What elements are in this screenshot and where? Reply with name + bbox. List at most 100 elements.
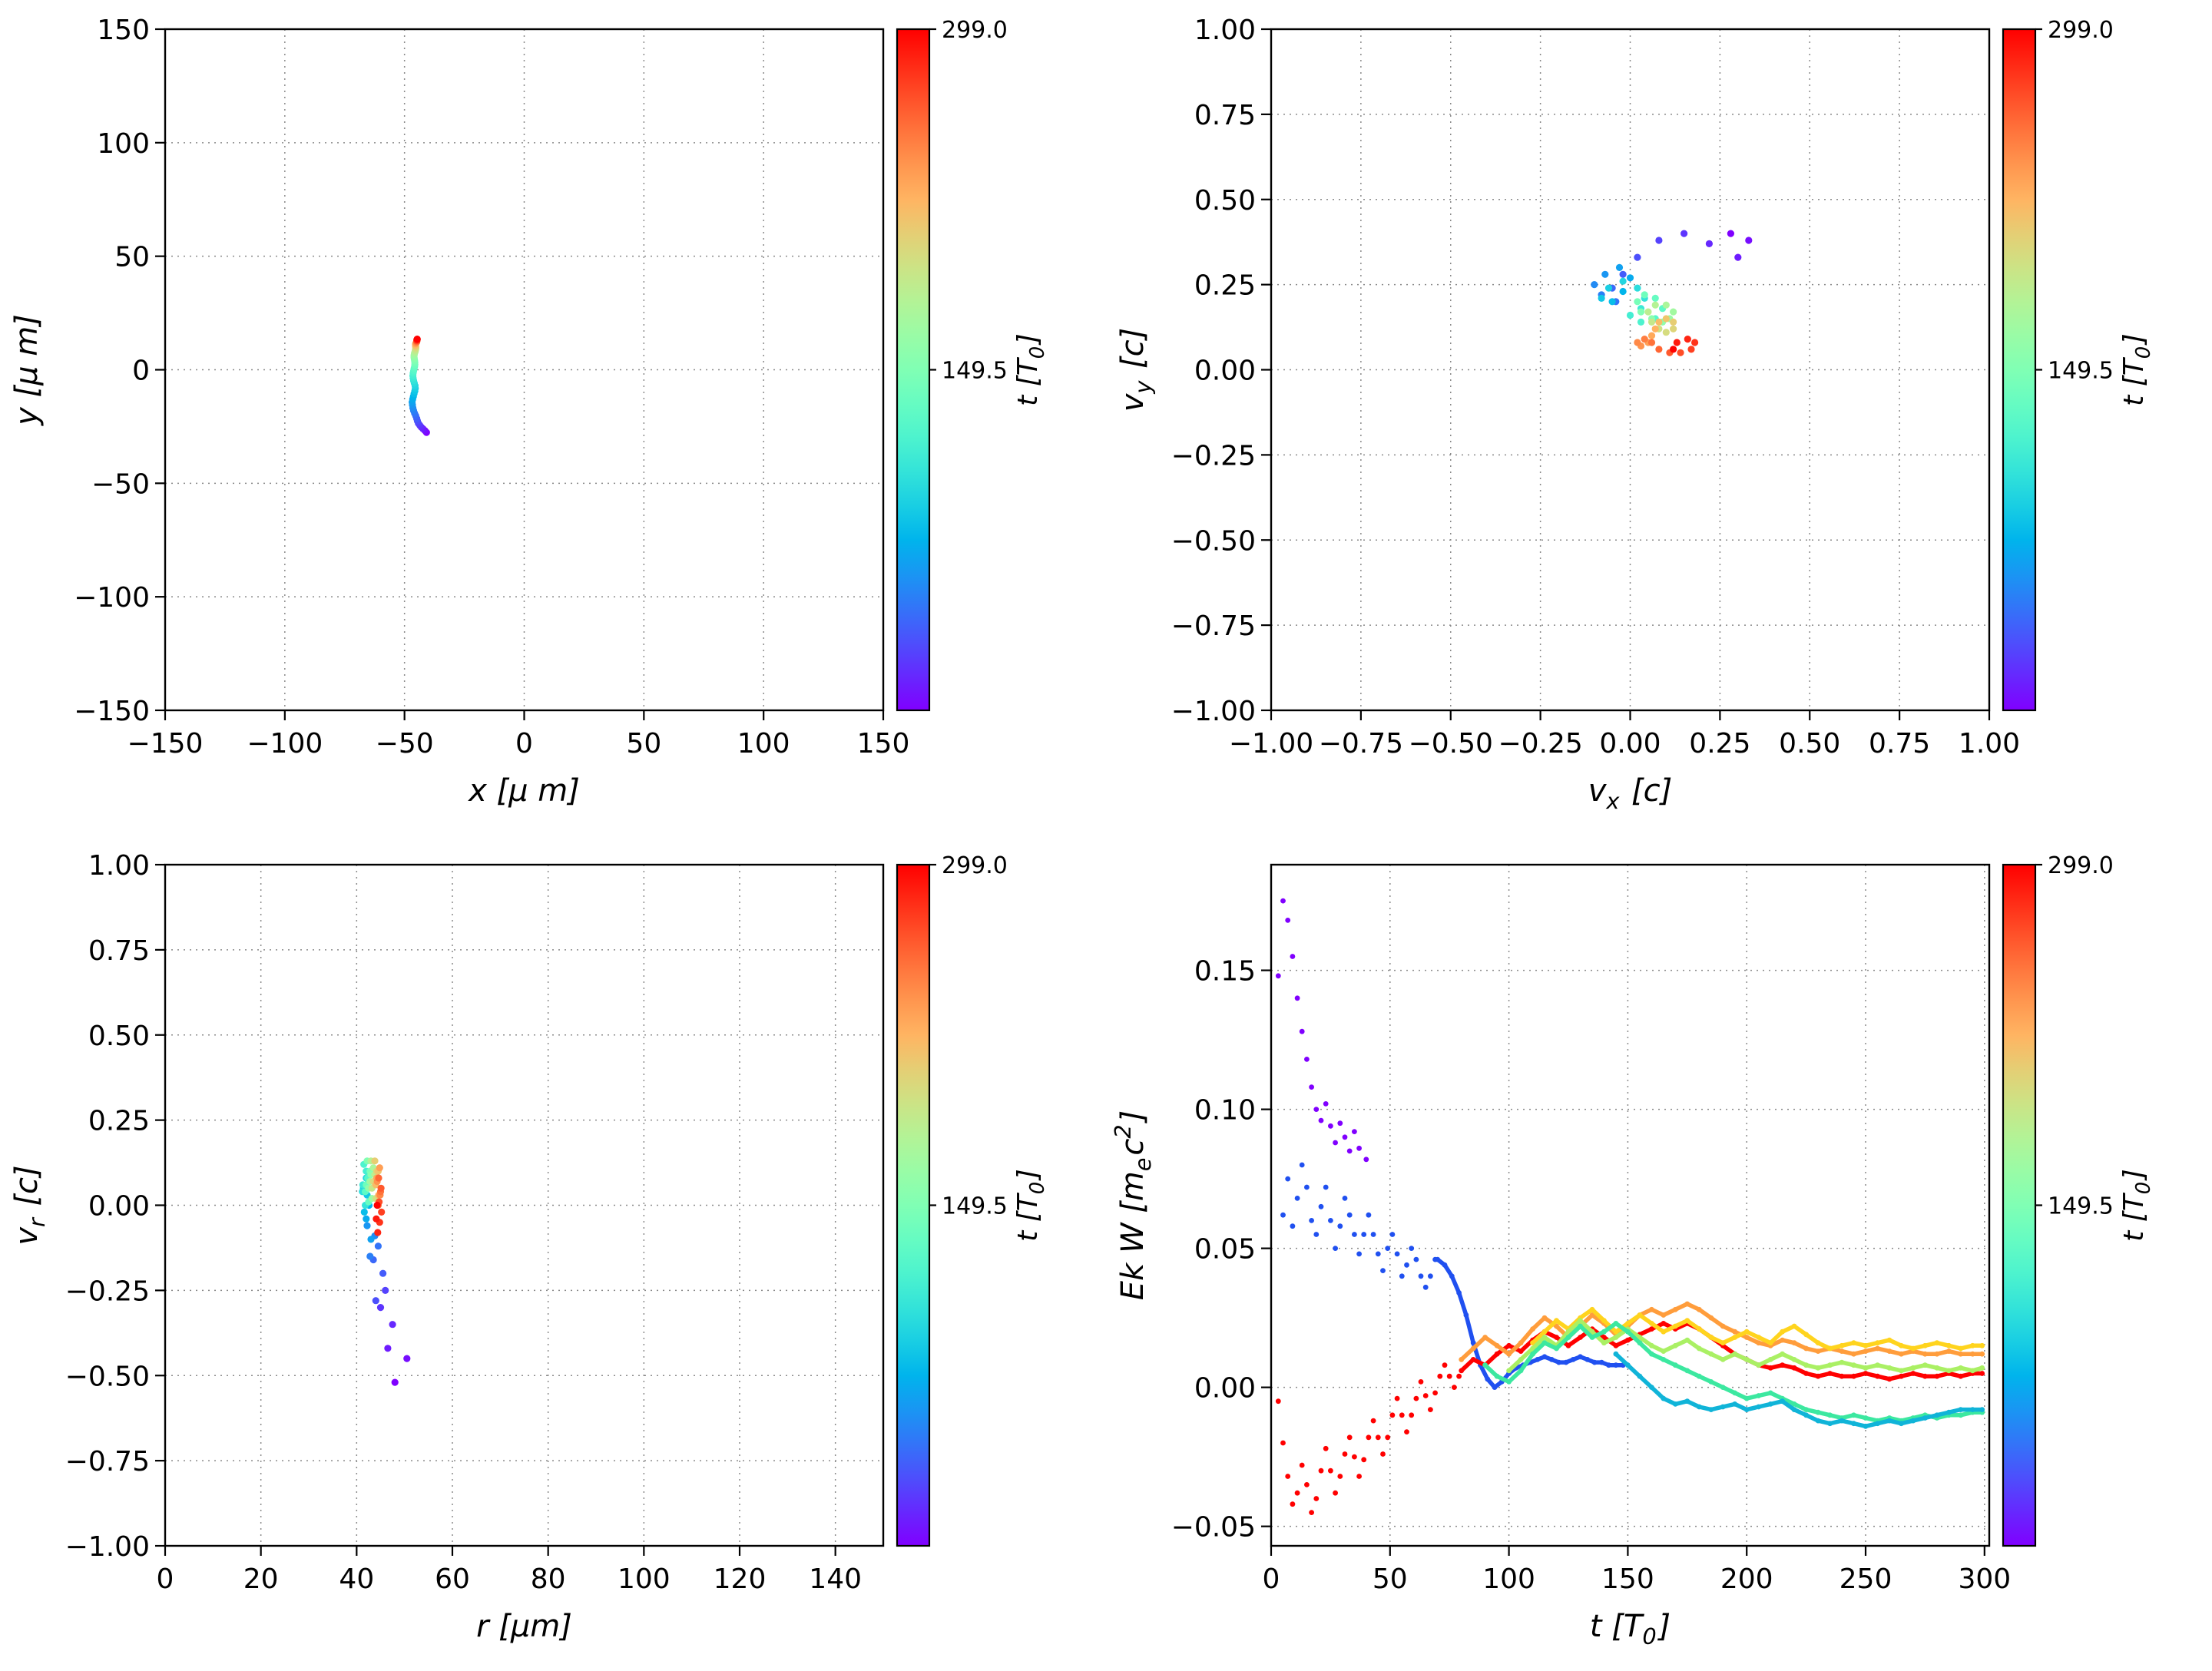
- x-tick-label: −0.50: [1409, 728, 1493, 759]
- y-tick-label: 0.25: [1194, 270, 1256, 302]
- x-tick-label: 50: [1373, 1563, 1408, 1595]
- colorbar-label: t [T0 ]: [1012, 1169, 1049, 1242]
- x-tick-label: 0.50: [1779, 728, 1840, 759]
- y-tick-label: −0.05: [1171, 1512, 1256, 1544]
- axis-tick-labels: 0 50 100 150 200 250 300 −0.05 0.00 0.05 0.10 0.15: [1171, 956, 2011, 1595]
- x-tick-label: 200: [1720, 1563, 1773, 1595]
- grid-lines: [164, 864, 883, 1547]
- colorbar-gradient: [896, 28, 931, 712]
- colorbar-tick-label: 299.0: [2048, 852, 2114, 879]
- colorbar-tick-label: 149.5: [2048, 1193, 2114, 1220]
- x-axis-label: r [μm]: [476, 1609, 572, 1644]
- axes-frame: [1270, 863, 1991, 1547]
- xy-plot-canvas: −150 −100 −50 0 50 100 150 −150 −100 −50 0 50 100 150…: [9, 15, 1049, 809]
- axis-ticks: [155, 28, 885, 720]
- colorbar: 149.5 299.0 t [T0 ]: [896, 17, 1049, 712]
- axis-ticks: [155, 863, 836, 1556]
- vxvy-plot-canvas: −1.00 −0.75 −0.50 −0.25 0.00 0.25 0.50 0.75 1.00…: [1115, 15, 2155, 814]
- colorbar: 149.5 299.0 t [T0 ]: [2002, 852, 2155, 1547]
- ekw-plot-canvas: 0 50 100 150 200 250 300 −0.05 0.00 0.05 0.10 0.15 t…: [1110, 852, 2155, 1649]
- x-tick-label: −1.00: [1229, 728, 1313, 759]
- axis-tick-labels: 0 20 40 60 80 100 120 140 −1.00 −0.75 −0.50 −0.25 0.…: [65, 850, 862, 1595]
- subplot-velocity-space: −1.00 −0.75 −0.50 −0.25 0.00 0.25 0.50 0.75 1.00…: [1106, 0, 2212, 836]
- y-tick-label: −0.25: [1171, 440, 1256, 472]
- y-tick-label: 0.25: [88, 1106, 150, 1137]
- y-tick-label: 0.50: [88, 1021, 150, 1052]
- axis-tick-labels: −1.00 −0.75 −0.50 −0.25 0.00 0.25 0.50 0.75 1.00…: [1171, 15, 2020, 759]
- grid-lines: [164, 28, 884, 711]
- x-tick-label: −50: [376, 728, 434, 759]
- y-tick-label: 1.00: [88, 850, 150, 882]
- x-tick-label: 150: [1601, 1563, 1654, 1595]
- x-axis-label: x [μ m]: [467, 773, 580, 809]
- axis-ticks: [1261, 969, 1985, 1556]
- x-tick-label: 0: [157, 1563, 174, 1595]
- y-tick-label: −50: [91, 468, 150, 500]
- scatter-points: [359, 1157, 411, 1386]
- x-tick-label: 0: [1263, 1563, 1280, 1595]
- colorbar-tick-label: 299.0: [942, 17, 1008, 44]
- y-axis-label: Ek W [me c2 ]: [1110, 1110, 1156, 1300]
- colorbar-label: t [T0 ]: [2118, 333, 2155, 406]
- y-tick-label: 0.00: [88, 1191, 150, 1223]
- x-tick-label: 50: [626, 728, 661, 759]
- subplot-radial-phase-space: 0 20 40 60 80 100 120 140 −1.00 −0.75 −0.50 −0.25 0.…: [0, 836, 1106, 1671]
- x-tick-label: 100: [1482, 1563, 1535, 1595]
- rvr-plot-canvas: 0 20 40 60 80 100 120 140 −1.00 −0.75 −0.50 −0.25 0.…: [9, 850, 1049, 1644]
- y-tick-label: 0.05: [1194, 1234, 1256, 1266]
- x-tick-label: −0.25: [1498, 728, 1582, 759]
- grid-lines: [1270, 865, 1989, 1546]
- y-axis-label: vy [c]: [1115, 328, 1156, 412]
- x-tick-label: 20: [243, 1563, 279, 1595]
- x-tick-label: −100: [247, 728, 323, 759]
- scatter-points: [1275, 898, 1985, 1515]
- axes-frame: [164, 863, 885, 1547]
- subplot-kinetic-energy: 0 50 100 150 200 250 300 −0.05 0.00 0.05 0.10 0.15 t…: [1106, 836, 2212, 1671]
- colorbar: 149.5 299.0 t [T0 ]: [896, 852, 1049, 1547]
- subplot-position-space: −150 −100 −50 0 50 100 150 −150 −100 −50 0 50 100 150…: [0, 0, 1106, 836]
- x-tick-label: 40: [339, 1563, 374, 1595]
- x-tick-label: −150: [127, 728, 204, 759]
- x-tick-label: 60: [435, 1563, 470, 1595]
- colorbar-label: t [T0 ]: [2118, 1169, 2155, 1242]
- x-axis-label: t [T0 ]: [1590, 1609, 1671, 1649]
- x-tick-label: 250: [1839, 1563, 1892, 1595]
- y-tick-label: 0.75: [88, 935, 150, 967]
- y-tick-label: 50: [114, 242, 150, 273]
- y-tick-label: −0.50: [1171, 525, 1256, 557]
- x-tick-label: 0: [515, 728, 533, 759]
- y-tick-label: −150: [74, 696, 150, 727]
- y-axis-label: y [μ m]: [9, 314, 45, 426]
- y-tick-label: 0.50: [1194, 185, 1256, 217]
- x-tick-label: 100: [737, 728, 790, 759]
- y-tick-label: −0.75: [1171, 610, 1256, 642]
- axis-ticks: [1261, 28, 1991, 720]
- colorbar-tick-label: 299.0: [942, 852, 1008, 879]
- y-tick-label: 1.00: [1194, 15, 1256, 46]
- colorbar-tick-label: 149.5: [2048, 358, 2114, 385]
- y-tick-label: 150: [97, 15, 150, 46]
- grid-lines: [1270, 28, 1990, 711]
- colorbar-gradient: [2002, 863, 2037, 1547]
- x-tick-label: 300: [1958, 1563, 2011, 1595]
- y-tick-label: −100: [74, 582, 150, 614]
- x-tick-label: 140: [809, 1563, 862, 1595]
- particle-4-line: [1459, 1302, 1985, 1362]
- y-tick-label: 0.10: [1194, 1095, 1256, 1127]
- colorbar-label: t [T0 ]: [1012, 333, 1049, 406]
- x-tick-label: 0.25: [1689, 728, 1750, 759]
- colorbar-gradient: [896, 863, 931, 1547]
- x-axis-label: vx [c]: [1588, 773, 1673, 814]
- y-tick-label: −0.25: [65, 1276, 150, 1307]
- y-tick-label: −0.75: [65, 1446, 150, 1477]
- colorbar-tick-label: 149.5: [942, 1193, 1008, 1220]
- x-tick-label: −0.75: [1319, 728, 1403, 759]
- colorbar: 149.5 299.0 t [T0 ]: [2002, 17, 2155, 712]
- axis-tick-labels: −150 −100 −50 0 50 100 150 −150 −100 −50 0 50 100 150: [74, 15, 909, 759]
- scatter-points: [409, 336, 430, 436]
- colorbar-tick-label: 149.5: [942, 358, 1008, 385]
- x-tick-label: 100: [618, 1563, 671, 1595]
- y-tick-label: 0.15: [1194, 956, 1256, 988]
- y-tick-label: −0.50: [65, 1361, 150, 1392]
